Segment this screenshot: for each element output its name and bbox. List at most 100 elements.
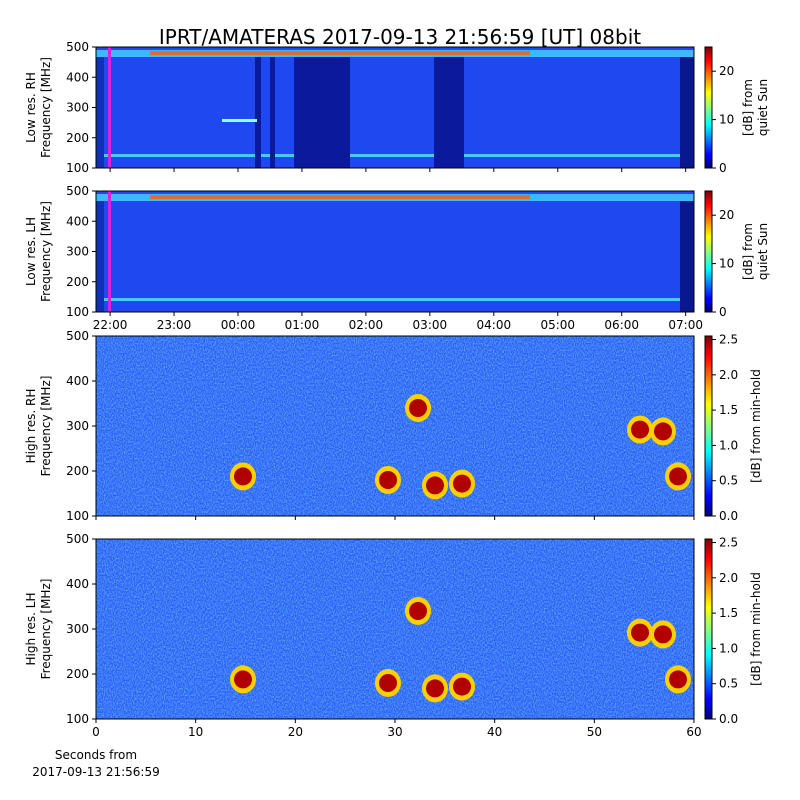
y-tick-label: 100	[66, 712, 89, 726]
burst	[654, 422, 672, 441]
y-tick-label: 500	[66, 40, 89, 54]
x-tick-label: 23:00	[157, 318, 192, 332]
y-tick-label: 500	[66, 184, 89, 198]
x-tick-label: 05:00	[540, 318, 575, 332]
burst	[654, 625, 672, 644]
burst	[669, 467, 687, 486]
band	[96, 298, 694, 301]
colorbar	[704, 46, 713, 169]
y-axis-label: High res. LHFrequency [MHz]	[24, 579, 53, 680]
x-tick-label: 30	[387, 725, 402, 739]
edge	[96, 201, 104, 312]
x-tick-label: 01:00	[285, 318, 320, 332]
y-axis-label: Low res. LHFrequency [MHz]	[24, 201, 53, 302]
colorbar	[704, 190, 713, 313]
burst	[631, 623, 649, 642]
colorbar-tick-label: 2.0	[719, 571, 738, 585]
feature	[222, 119, 257, 122]
burst	[453, 474, 471, 493]
colorbar-label: [dB] fromquiet Sun	[741, 79, 770, 136]
colorbar-tick-label: 10	[719, 113, 734, 127]
burst	[426, 679, 444, 698]
x-tick-label: 0	[92, 725, 100, 739]
y-tick-label: 200	[66, 131, 89, 145]
y-tick-label: 200	[66, 667, 89, 681]
colorbar-tick-label: 1.0	[719, 438, 738, 452]
colorbar-tick-label: 1.0	[719, 641, 738, 655]
x-tick-label: 02:00	[349, 318, 384, 332]
band	[150, 195, 530, 199]
colorbar-tick-label: 2.5	[719, 536, 738, 550]
colorbar-tick-label: 0.0	[719, 712, 738, 726]
burst	[426, 476, 444, 495]
y-tick-label: 400	[66, 214, 89, 228]
spectrogram	[96, 336, 694, 516]
spectrogram	[96, 47, 694, 168]
x-tick-label: 50	[587, 725, 602, 739]
colorbar-tick-label: 0	[719, 305, 727, 319]
x-tick-label: 06:00	[604, 318, 639, 332]
y-tick-label: 500	[66, 532, 89, 546]
edge	[680, 57, 694, 168]
burst	[669, 670, 687, 689]
colorbar-label: [dB] fromquiet Sun	[741, 223, 770, 280]
burst	[379, 471, 397, 489]
colorbar-tick-label: 0	[719, 161, 727, 175]
x-axis-label: Seconds from 2017-09-13 21:56:59	[32, 748, 159, 779]
edge	[96, 57, 104, 168]
burst	[453, 677, 471, 696]
y-axis-label: High res. RHFrequency [MHz]	[24, 376, 53, 477]
y-tick-label: 400	[66, 70, 89, 84]
y-axis-label: Low res. RHFrequency [MHz]	[24, 57, 53, 158]
colorbar-tick-label: 2.5	[719, 333, 738, 347]
y-tick-label: 300	[66, 101, 89, 115]
chart-title: IPRT/AMATERAS 2017-09-13 21:56:59 [UT] 0…	[159, 25, 641, 49]
dark-stripe	[326, 57, 332, 168]
burst	[379, 674, 397, 692]
x-tick-label: 04:00	[477, 318, 512, 332]
spectrogram	[96, 539, 694, 719]
band	[96, 154, 694, 157]
colorbar-tick-label: 0.0	[719, 509, 738, 523]
y-tick-label: 200	[66, 464, 89, 478]
y-tick-label: 300	[66, 419, 89, 433]
burst	[234, 467, 252, 486]
edge	[680, 201, 694, 312]
colorbar	[704, 335, 713, 517]
burst	[234, 670, 252, 689]
y-tick-label: 200	[66, 275, 89, 289]
marker-line	[108, 191, 111, 312]
y-tick-label: 100	[66, 509, 89, 523]
y-tick-label: 100	[66, 161, 89, 175]
x-tick-label: 20	[288, 725, 303, 739]
colorbar-tick-label: 20	[719, 64, 734, 78]
dark-stripe	[255, 57, 261, 168]
colorbar-tick-label: 0.5	[719, 677, 738, 691]
colorbar-tick-label: 2.0	[719, 368, 738, 382]
colorbar-label: [dB] from min-hold	[749, 572, 763, 686]
colorbar-tick-label: 10	[719, 257, 734, 271]
colorbar	[704, 538, 713, 720]
colorbar-tick-label: 1.5	[719, 606, 738, 620]
burst	[631, 420, 649, 439]
y-tick-label: 400	[66, 577, 89, 591]
x-tick-label: 03:00	[413, 318, 448, 332]
x-tick-label: 00:00	[221, 318, 256, 332]
band	[150, 51, 530, 55]
colorbar-tick-label: 20	[719, 208, 734, 222]
x-tick-label: 60	[686, 725, 701, 739]
spectrogram-bg	[96, 47, 694, 168]
marker-line	[108, 47, 111, 168]
spectrogram	[96, 191, 694, 312]
y-tick-label: 500	[66, 329, 89, 343]
x-tick-label: 10	[188, 725, 203, 739]
colorbar-label: [dB] from min-hold	[749, 369, 763, 483]
dark-stripe	[434, 57, 464, 168]
dark-stripe	[312, 57, 318, 168]
x-tick-label: 40	[487, 725, 502, 739]
spectrogram-bg	[96, 191, 694, 312]
y-tick-label: 300	[66, 245, 89, 259]
colorbar-tick-label: 1.5	[719, 403, 738, 417]
y-tick-label: 400	[66, 374, 89, 388]
colorbar-tick-label: 0.5	[719, 474, 738, 488]
